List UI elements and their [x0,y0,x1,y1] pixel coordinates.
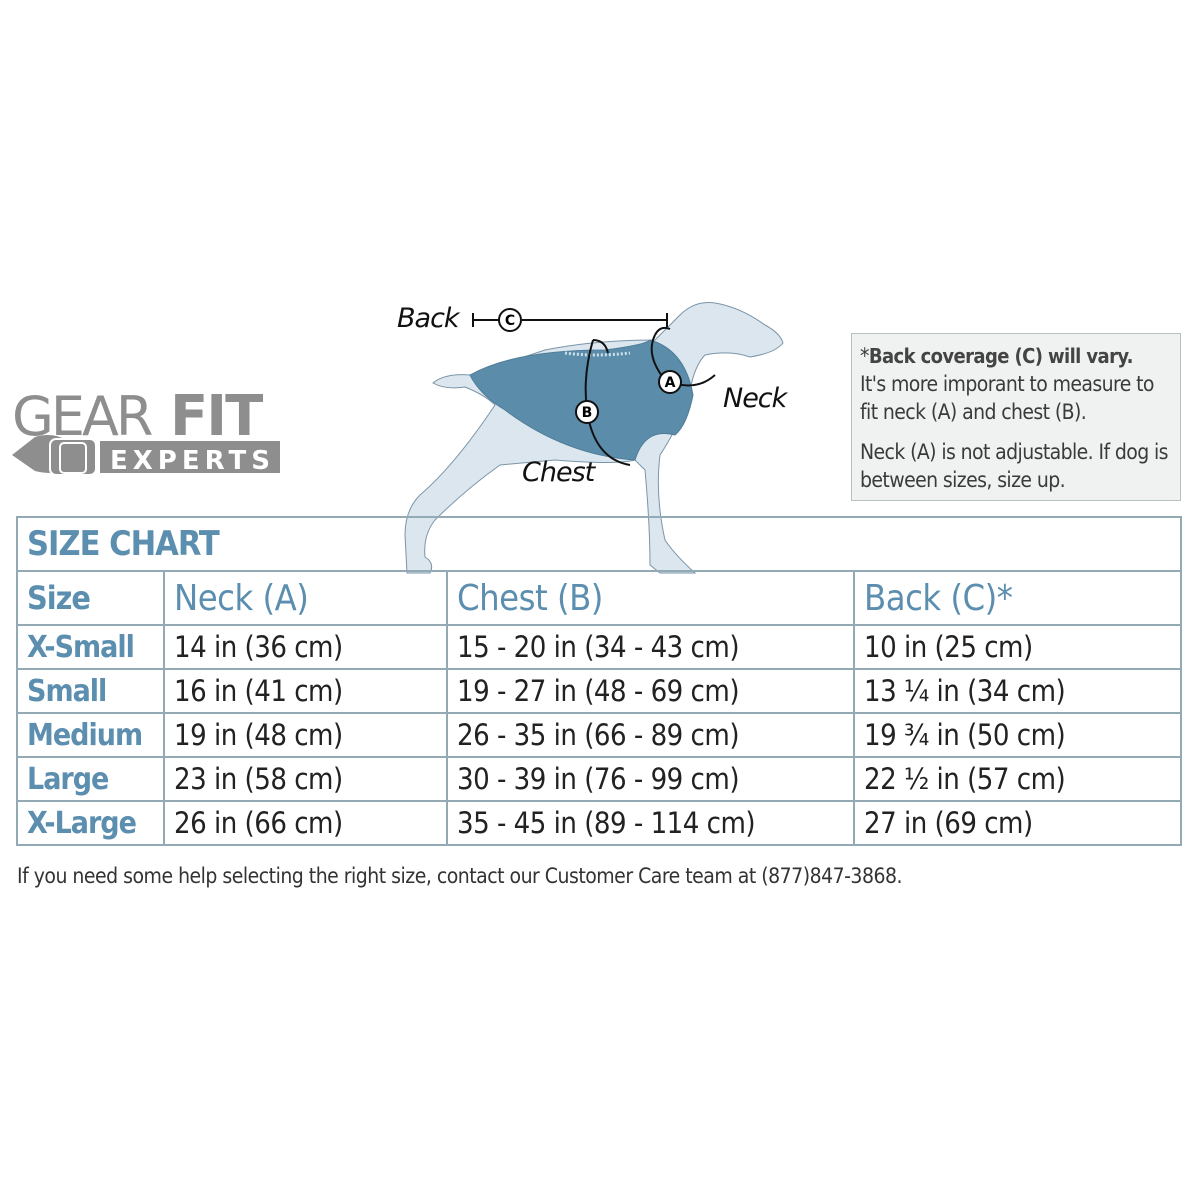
svg-text:B: B [582,405,593,421]
cell-size: Large [16,756,165,802]
cell-back: 10 in (25 cm) [853,624,1182,670]
header-back: Back (C)* [853,570,1182,626]
note-line-2: Neck (A) is not adjustable. If dog is be… [860,440,1169,492]
table-row: Large 23 in (58 cm) 30 - 39 in (76 - 99 cm… [16,756,1182,802]
cell-neck: 14 in (36 cm) [163,624,448,670]
cell-chest: 26 - 35 in (66 - 89 cm) [446,712,855,758]
dog-vest [469,339,694,461]
header-size: Size [16,570,165,626]
cell-back: 27 in (69 cm) [853,800,1182,846]
gearfit-experts-logo: GEAR FIT EXPERTS [10,384,285,480]
cell-chest: 15 - 20 in (34 - 43 cm) [446,624,855,670]
size-chart-table: SIZE CHART Size Neck (A) Chest (B) Back … [16,516,1182,846]
svg-text:FIT: FIT [170,385,263,449]
svg-text:C: C [505,313,515,329]
table-row: X-Large 26 in (66 cm) 35 - 45 in (89 - 114… [16,800,1182,846]
cell-back: 13 ¼ in (34 cm) [853,668,1182,714]
svg-text:EXPERTS: EXPERTS [110,446,275,476]
cell-size: X-Small [16,624,165,670]
back-coverage-note: *Back coverage (C) will vary. It's more … [851,333,1181,501]
cell-neck: 16 in (41 cm) [163,668,448,714]
note-asterisk: * [860,344,869,368]
cell-size: Small [16,668,165,714]
cell-chest: 30 - 39 in (76 - 99 cm) [446,756,855,802]
svg-text:A: A [665,375,676,391]
back-label: Back [397,303,460,334]
header-neck: Neck (A) [163,570,448,626]
cell-neck: 26 in (66 cm) [163,800,448,846]
neck-label: Neck [723,383,787,414]
table-title: SIZE CHART [16,516,1182,572]
table-row: X-Small 14 in (36 cm) 15 - 20 in (34 - 43 … [16,624,1182,670]
dog-measurement-diagram: C B A Back Neck Chest [395,295,805,580]
table-row: Small 16 in (41 cm) 19 - 27 in (48 - 69 cm… [16,668,1182,714]
cell-size: Medium [16,712,165,758]
chest-label: Chest [522,457,595,488]
header-chest: Chest (B) [446,570,855,626]
footer-contact-text: If you need some help selecting the righ… [17,864,903,888]
cell-neck: 19 in (48 cm) [163,712,448,758]
table-header-row: Size Neck (A) Chest (B) Back (C)* [16,570,1182,626]
cell-size: X-Large [16,800,165,846]
cell-neck: 23 in (58 cm) [163,756,448,802]
note-line-1: It's more imporant to measure to fit nec… [860,372,1155,424]
cell-back: 19 ¾ in (50 cm) [853,712,1182,758]
cell-back: 22 ½ in (57 cm) [853,756,1182,802]
cell-chest: 19 - 27 in (48 - 69 cm) [446,668,855,714]
table-row: Medium 19 in (48 cm) 26 - 35 in (66 - 89 c… [16,712,1182,758]
cell-chest: 35 - 45 in (89 - 114 cm) [446,800,855,846]
note-heading: Back coverage (C) will vary. [868,344,1134,368]
